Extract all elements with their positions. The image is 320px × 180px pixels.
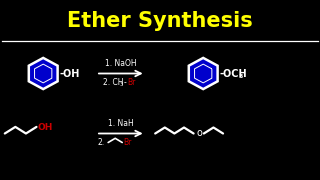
Text: -OH: -OH: [59, 69, 80, 78]
Polygon shape: [29, 58, 58, 89]
Text: 1. NaH: 1. NaH: [108, 118, 134, 127]
Text: 2.: 2.: [98, 138, 105, 147]
Text: Br: Br: [124, 138, 132, 147]
Text: Ether Synthesis: Ether Synthesis: [67, 11, 253, 31]
Text: 3: 3: [120, 82, 124, 87]
Text: 1. NaOH: 1. NaOH: [105, 58, 137, 68]
Text: 3: 3: [238, 74, 243, 79]
Polygon shape: [189, 58, 218, 89]
Text: -: -: [123, 78, 126, 87]
Text: 2. CH: 2. CH: [103, 78, 124, 87]
Text: o: o: [197, 129, 203, 138]
Text: OH: OH: [38, 123, 53, 132]
Text: -OCH: -OCH: [219, 69, 247, 78]
Text: Br: Br: [127, 78, 136, 87]
